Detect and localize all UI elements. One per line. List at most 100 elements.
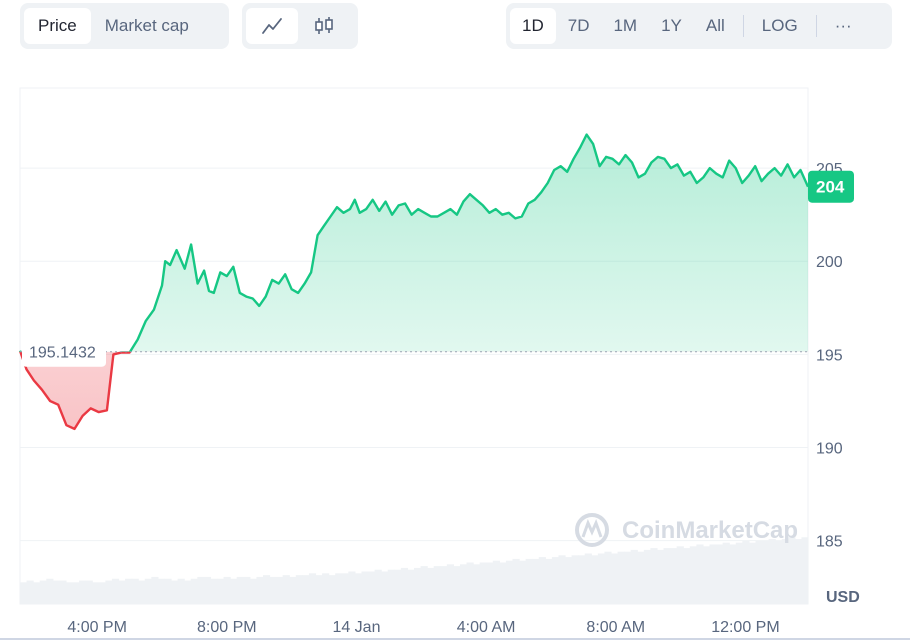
volume-bar: [512, 558, 520, 604]
volume-bar: [79, 580, 87, 604]
range-1m[interactable]: 1M: [613, 16, 638, 35]
price-area-down: [20, 351, 131, 429]
volume-bar: [322, 573, 330, 604]
coinmarketcap-logo-mark: [581, 518, 603, 538]
volume-bar: [131, 578, 139, 604]
volume-bar: [551, 557, 560, 604]
volume-bar: [611, 553, 619, 604]
y-tick-label: 185: [816, 534, 843, 551]
range-7d[interactable]: 7D: [567, 16, 590, 35]
volume-bar: [164, 578, 172, 604]
volume-bar: [203, 576, 212, 604]
volume-bar: [656, 549, 665, 604]
volume-bar: [446, 564, 454, 604]
volume-bar: [519, 560, 527, 604]
volume-bar: [637, 551, 645, 604]
x-tick-label: 14 Jan: [332, 619, 380, 636]
range-1y[interactable]: 1Y: [661, 16, 682, 35]
volume-bar: [788, 537, 796, 604]
volume-bar: [486, 562, 494, 604]
volume-bar: [177, 578, 185, 604]
volume-bar: [33, 582, 41, 604]
tab-price[interactable]: Price: [24, 8, 91, 44]
volume-bar: [709, 544, 717, 604]
more-options-button[interactable]: ···: [834, 16, 852, 35]
volume-bar: [584, 553, 592, 604]
volume-bar: [676, 546, 684, 604]
volume-bar: [20, 582, 28, 604]
volume-bar: [381, 571, 389, 604]
volume-bar: [801, 537, 809, 604]
volume-bar: [341, 573, 349, 604]
open-price-tag: 195.1432: [22, 338, 106, 367]
volume-bar: [643, 549, 651, 604]
volume-bar: [85, 580, 93, 604]
tab-market-cap[interactable]: Market cap: [104, 16, 189, 35]
volume-bar: [184, 580, 192, 604]
volume-bar: [138, 580, 146, 604]
volume-bar: [249, 578, 257, 604]
volume-bar: [459, 564, 468, 604]
currency-label: USD: [826, 589, 860, 606]
volume-bar: [525, 558, 533, 604]
volume-bar: [499, 562, 507, 604]
volume-bar: [650, 548, 658, 604]
volume-bar: [624, 551, 632, 604]
volume-bar: [427, 567, 435, 604]
volume-bar: [479, 562, 487, 604]
volume-bar: [762, 540, 770, 604]
watermark-text: CoinMarketCap: [622, 517, 798, 544]
volume-bar: [190, 578, 198, 604]
volume-bar: [197, 576, 205, 604]
volume-bar: [591, 555, 599, 604]
open-price-tag-bg: [22, 338, 106, 367]
range-all[interactable]: All: [705, 16, 725, 35]
candlestick-button[interactable]: [298, 8, 350, 44]
volume-bar: [295, 575, 303, 604]
volume-bar: [368, 571, 376, 604]
volume-bar: [735, 542, 743, 604]
volume-bar: [46, 578, 54, 604]
volume-bar: [39, 580, 47, 604]
volume-bar: [670, 548, 678, 604]
volume-bar: [453, 566, 461, 604]
volume-bar: [394, 569, 402, 604]
volume-bar: [269, 576, 277, 604]
volume-bar: [282, 575, 290, 604]
volume-bar: [565, 557, 573, 604]
volume-bar: [748, 542, 757, 604]
volume-bar: [151, 576, 159, 604]
volume-bar: [729, 544, 737, 604]
volume-bar: [289, 576, 297, 604]
volume-bar: [256, 576, 264, 604]
volume-bar: [545, 558, 553, 604]
current-price-tag-bg: [808, 170, 854, 203]
volume-bar: [663, 548, 671, 604]
volume-bar: [59, 580, 67, 604]
volume-bar: [505, 560, 514, 604]
volume-bar: [118, 580, 126, 604]
volume-bar: [532, 558, 540, 604]
divider: [815, 15, 817, 37]
volume-bar: [794, 539, 803, 604]
line-chart-button[interactable]: [246, 8, 298, 44]
range-1d[interactable]: 1D: [510, 8, 556, 44]
volume-bar: [217, 578, 225, 604]
line-chart-icon: [262, 18, 282, 34]
y-tick-label: 200: [816, 254, 843, 271]
volume-bar: [558, 555, 566, 604]
log-scale-button[interactable]: LOG: [761, 16, 798, 35]
volume-bar: [354, 573, 363, 604]
open-price-label: 195.1432: [29, 345, 96, 362]
x-axis: 4:00 PM 8:00 PM 14 Jan 4:00 AM 8:00 AM 12:00 …: [0, 619, 910, 640]
coinmarketcap-logo-icon: [575, 513, 609, 547]
divider: [742, 15, 744, 37]
volume-bar: [230, 578, 238, 604]
volume-bar: [702, 546, 711, 604]
volume-bar: [302, 575, 310, 604]
volume-bar: [683, 548, 691, 604]
x-tick-label: 12:00 PM: [711, 619, 779, 636]
volume-bar: [243, 576, 251, 604]
x-tick-label: 8:00 PM: [197, 619, 257, 636]
